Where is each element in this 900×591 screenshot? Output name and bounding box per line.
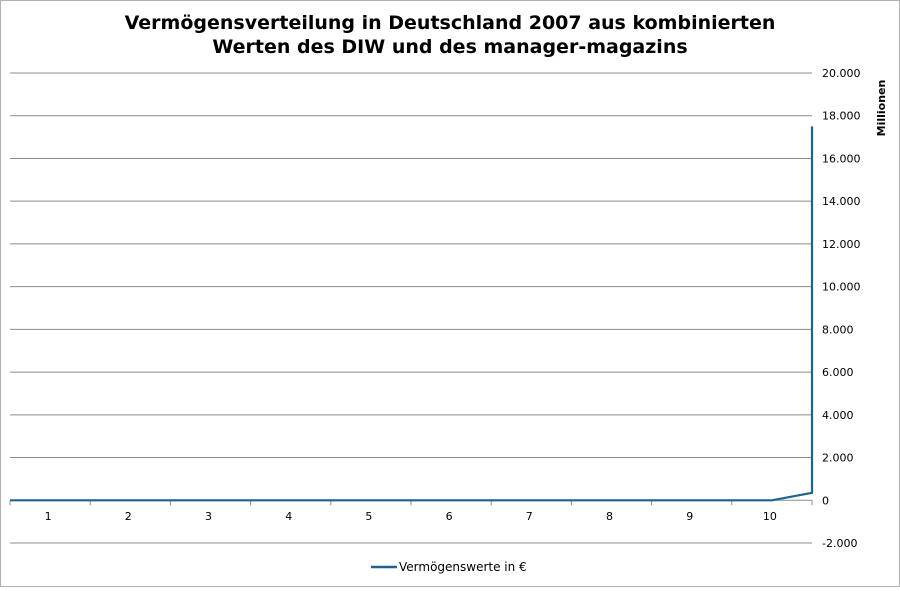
x-axis: 1 2 3 4 5 6 7 8 9 10: [9, 499, 813, 523]
gridlines: [10, 72, 812, 544]
x-tick-label: 3: [205, 510, 212, 523]
y-tick-label: 6.000: [822, 366, 854, 379]
y-tick-label: 0: [822, 494, 829, 507]
x-tick-label: 10: [763, 510, 777, 523]
x-tick-label: 7: [526, 510, 533, 523]
x-tick-label: 8: [606, 510, 613, 523]
x-tick-label: 1: [45, 510, 52, 523]
chart-title-line: Werten des DIW und des manager-magazins: [212, 36, 687, 58]
chart-title-line: Vermögensverteilung in Deutschland 2007 …: [125, 12, 776, 34]
x-tick-label: 2: [125, 510, 132, 523]
y-axis: -2.000 0 2.000 4.000 6.000 8.000 10.000 12.000 1…: [822, 67, 888, 550]
legend: Vermögenswerte in €: [371, 560, 527, 574]
x-tick-label: 9: [686, 510, 693, 523]
x-tick-label: 5: [365, 510, 372, 523]
y-tick-label: 12.000: [822, 238, 861, 251]
y-tick-label: -2.000: [822, 537, 857, 550]
y-tick-label: 10.000: [822, 281, 861, 294]
y-axis-title: Millionen: [875, 80, 888, 137]
series-group: [10, 126, 814, 502]
legend-label: Vermögenswerte in €: [399, 560, 527, 574]
y-tick-label: 4.000: [822, 409, 854, 422]
y-tick-label: 18.000: [822, 110, 861, 123]
x-tick-label: 4: [285, 510, 292, 523]
y-tick-label: 8.000: [822, 323, 854, 336]
y-tick-label: 2.000: [822, 452, 854, 465]
y-tick-label: 16.000: [822, 152, 861, 165]
x-tick-label: 6: [446, 510, 453, 523]
y-tick-label: 20.000: [822, 67, 861, 80]
series-line: [10, 126, 814, 502]
chart-title: Vermögensverteilung in Deutschland 2007 …: [125, 12, 776, 58]
y-tick-label: 14.000: [822, 195, 861, 208]
